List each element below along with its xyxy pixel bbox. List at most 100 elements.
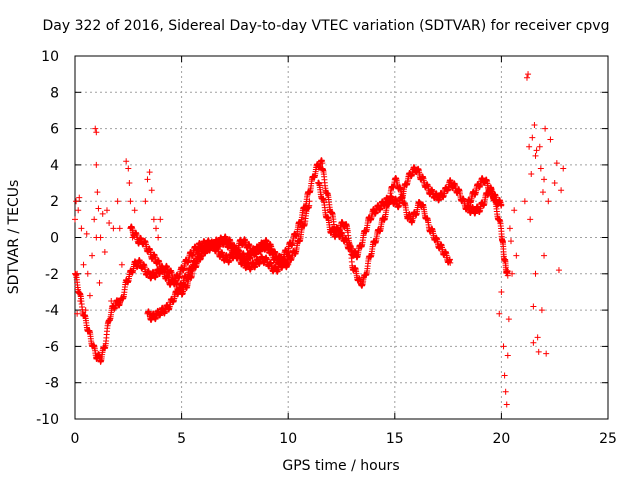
outlier-point — [95, 205, 102, 212]
outlier-point — [146, 169, 153, 176]
outlier-point — [92, 125, 99, 132]
outlier-point — [536, 143, 543, 150]
outlier-point — [99, 210, 106, 217]
outlier-point — [74, 270, 81, 277]
outlier-point — [148, 187, 155, 194]
outlier-point — [114, 198, 121, 205]
axis-ticks — [74, 55, 609, 420]
outlier-point — [553, 160, 560, 167]
outlier-point — [123, 158, 130, 165]
y-tick-label: 8 — [50, 85, 59, 101]
x-tick-label: 10 — [279, 431, 297, 447]
outlier-point — [526, 143, 533, 150]
outlier-point — [501, 372, 508, 379]
x-tick-label: 25 — [599, 431, 617, 447]
outlier-point — [500, 343, 507, 350]
outlier-point — [532, 270, 539, 277]
outlier-point — [91, 216, 98, 223]
outlier-point — [108, 298, 115, 305]
y-tick-label: 2 — [50, 194, 59, 210]
y-tick-label: -10 — [36, 412, 59, 428]
outlier-point — [94, 189, 101, 196]
outlier-point — [157, 216, 164, 223]
x-tick-label: 5 — [177, 431, 186, 447]
outlier-point — [502, 388, 509, 395]
track-d-point — [498, 201, 505, 208]
outlier-point — [103, 207, 110, 214]
x-tick-label: 15 — [386, 431, 404, 447]
outlier-point — [86, 292, 93, 299]
outlier-point — [142, 198, 149, 205]
outlier-point — [537, 165, 544, 172]
outlier-point — [80, 261, 87, 268]
outlier-point — [513, 252, 520, 259]
outlier-point — [504, 352, 511, 359]
chart-title: Day 322 of 2016, Sidereal Day-to-day VTE… — [43, 18, 610, 34]
outlier-point — [131, 207, 138, 214]
y-tick-label: -2 — [45, 267, 59, 283]
outlier-point — [538, 307, 545, 314]
y-tick-label: 0 — [50, 231, 59, 247]
y-tick-labels: 10 8 6 4 2 0 -2 -4 -6 -8 -10 — [36, 49, 59, 428]
outlier-point — [505, 316, 512, 323]
track-c-point — [319, 160, 326, 167]
outlier-point — [74, 310, 81, 317]
outlier-point — [89, 252, 96, 259]
outlier-point — [101, 249, 108, 256]
outlier-point — [543, 350, 550, 357]
outlier-point — [125, 165, 132, 172]
outlier-point — [527, 216, 534, 223]
outlier-point — [541, 252, 548, 259]
outlier-point — [545, 198, 552, 205]
outlier-point — [129, 234, 136, 241]
y-tick-label: 4 — [50, 158, 59, 174]
outlier-point — [528, 170, 535, 177]
outlier-point — [82, 307, 89, 314]
outlier-point — [116, 225, 123, 232]
outlier-point — [118, 261, 125, 268]
outlier-point — [503, 401, 510, 408]
outlier-point — [551, 180, 558, 187]
outlier-point — [110, 225, 117, 232]
x-tick-label: 0 — [71, 431, 80, 447]
outlier-point — [547, 136, 554, 143]
outlier-point — [509, 270, 516, 277]
outlier-point — [498, 288, 505, 295]
outlier-point — [521, 198, 528, 205]
outlier-point — [507, 238, 514, 245]
outlier-point — [529, 134, 536, 141]
outlier-point — [78, 225, 85, 232]
outlier-point — [555, 267, 562, 274]
outlier-point — [558, 187, 565, 194]
outlier-point — [127, 198, 134, 205]
track-e-point — [447, 259, 454, 266]
outlier-point — [84, 270, 91, 277]
outlier-point — [96, 279, 103, 286]
outlier-point — [532, 152, 539, 159]
outlier-point — [535, 348, 542, 355]
outlier-point — [530, 339, 537, 346]
outlier-point — [496, 310, 503, 317]
y-tick-label: -4 — [45, 303, 59, 319]
y-tick-label: 6 — [50, 122, 59, 138]
outlier-point — [531, 121, 538, 128]
outlier-point — [511, 207, 518, 214]
outlier-point — [542, 125, 549, 132]
outlier-point — [506, 225, 513, 232]
outlier-point — [72, 216, 78, 223]
outlier-point — [106, 219, 113, 226]
outlier-point — [83, 230, 90, 237]
outlier-point — [539, 189, 546, 196]
outlier-point — [523, 74, 530, 81]
x-axis-label: GPS time / hours — [282, 458, 399, 474]
outlier-point — [530, 303, 537, 310]
outlier-point — [97, 234, 104, 241]
x-tick-labels: 0 5 10 15 20 25 — [71, 431, 617, 447]
track-f-point — [504, 272, 511, 279]
outlier-point — [534, 334, 541, 341]
outlier-point — [73, 198, 80, 205]
outlier-point — [76, 194, 83, 201]
outlier-point — [126, 180, 133, 187]
outlier-point — [155, 234, 162, 241]
